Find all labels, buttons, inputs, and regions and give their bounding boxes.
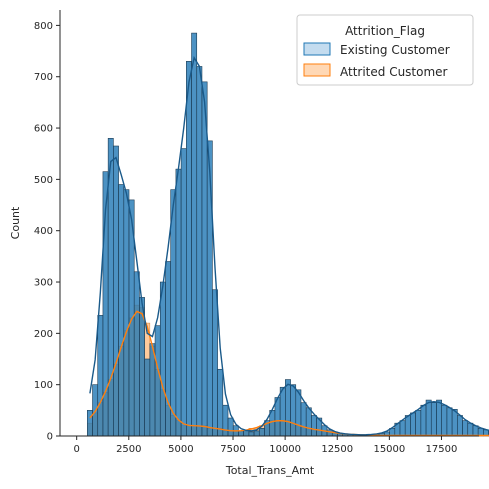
x-ticks: 0 2500 5000 7500 10000 12500 15000 17500: [73, 436, 457, 455]
bar-existing-customer: [457, 415, 463, 437]
bar-existing-customer: [425, 399, 432, 437]
legend: Attrition_Flag Existing Customer Attrite…: [296, 14, 474, 86]
legend-label-existing: Existing Customer: [340, 43, 450, 57]
bar-existing-customer: [87, 410, 93, 437]
bar-existing-customer: [462, 420, 469, 437]
y-axis-label: Count: [9, 206, 22, 239]
bar-existing-customer: [446, 407, 453, 437]
bar-existing-customer: [238, 430, 244, 437]
legend-label-attrited: Attrited Customer: [340, 65, 448, 79]
bar-existing-customer: [248, 431, 255, 437]
bar-existing-customer: [467, 422, 474, 437]
x-tick-label: 15000: [373, 444, 405, 455]
bar-existing-customer: [295, 389, 302, 437]
y-tick-label: 200: [34, 329, 53, 340]
bar-existing-customer: [154, 325, 161, 437]
bar-existing-customer: [217, 368, 224, 437]
bar-existing-customer: [472, 425, 479, 437]
bar-existing-customer: [186, 61, 192, 437]
bar-existing-customer: [253, 430, 260, 437]
legend-title: Attrition_Flag: [345, 24, 425, 38]
y-tick-label: 600: [34, 124, 53, 135]
bar-existing-customer: [133, 271, 140, 437]
bar-existing-customer: [305, 407, 312, 437]
bar-existing-customer: [420, 404, 427, 437]
bar-existing-customer: [410, 412, 416, 437]
bar-existing-customer: [123, 189, 130, 437]
x-tick-label: 7500: [220, 444, 245, 455]
bar-existing-customer: [285, 379, 291, 437]
bar-existing-customer: [196, 66, 203, 437]
x-tick-label: 2500: [116, 444, 141, 455]
bar-existing-customer: [415, 410, 422, 437]
x-tick-label: 17500: [426, 444, 458, 455]
y-tick-label: 800: [34, 21, 53, 32]
bar-existing-customer: [212, 289, 218, 437]
bar-existing-customer: [206, 140, 213, 437]
bar-existing-customer: [258, 428, 265, 437]
bar-existing-customer: [113, 145, 119, 437]
x-tick-label: 12500: [321, 444, 353, 455]
kde-line-existing-customer: [89, 55, 489, 436]
y-tick-label: 300: [34, 278, 53, 289]
bar-existing-customer: [441, 404, 448, 437]
bar-existing-customer: [97, 315, 104, 437]
y-tick-label: 500: [34, 175, 53, 186]
bar-existing-customer: [430, 402, 437, 437]
kde-line-attrited-customer: [89, 310, 489, 437]
y-tick-label: 400: [34, 226, 53, 237]
bar-existing-customer: [326, 429, 333, 437]
x-tick-label: 10000: [269, 444, 301, 455]
bar-existing-customer: [191, 32, 198, 437]
bar-existing-customer: [399, 420, 406, 437]
bar-existing-customer: [300, 402, 307, 437]
bar-existing-customer: [290, 384, 297, 437]
bar-existing-customer: [144, 358, 151, 437]
legend-swatch-attrited: [303, 63, 331, 77]
bar-existing-customer: [165, 261, 171, 437]
legend-frame: [296, 14, 474, 86]
bar-existing-customer: [311, 415, 317, 437]
bar-existing-customer: [170, 189, 177, 437]
bar-existing-customer: [222, 404, 229, 437]
y-tick-label: 0: [47, 432, 53, 443]
x-tick-label: 5000: [168, 444, 193, 455]
legend-swatch-existing: [303, 42, 331, 56]
bar-existing-customer: [175, 168, 182, 437]
bar-existing-customer: [227, 417, 234, 437]
x-tick-label: 0: [73, 444, 79, 455]
bar-existing-customer: [404, 415, 411, 437]
bar-existing-customer: [451, 409, 458, 437]
bar-existing-customer: [118, 184, 125, 437]
kde-top-layer: [89, 55, 489, 437]
bar-existing-customer: [436, 399, 442, 437]
bar-existing-customer: [149, 343, 156, 437]
x-axis-label: Total_Trans_Amt: [225, 464, 315, 477]
y-ticks: 0 100 200 300 400 500 600 700 800: [34, 21, 60, 443]
bar-existing-customer: [159, 281, 166, 437]
bar-existing-customer: [180, 148, 187, 437]
bars-layer: [87, 32, 489, 437]
bar-existing-customer: [279, 386, 286, 437]
y-tick-label: 700: [34, 72, 53, 83]
y-tick-label: 100: [34, 380, 53, 391]
